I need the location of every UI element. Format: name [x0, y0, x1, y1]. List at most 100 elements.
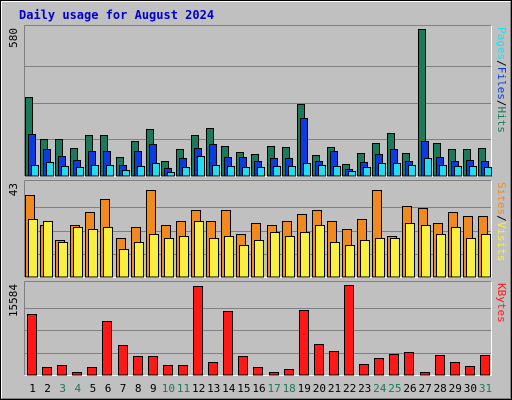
bar-pages-day-18	[288, 166, 296, 177]
panel-background	[24, 281, 492, 376]
bar-pages-day-12	[197, 156, 205, 177]
bar-kbytes-day-28	[435, 355, 445, 376]
bar-pages-day-5	[91, 165, 99, 177]
day-label: 21	[328, 382, 341, 395]
bar-kbytes-day-29	[450, 362, 460, 376]
bar-pages-day-11	[182, 167, 190, 177]
bar-pages-day-29	[454, 166, 462, 177]
side-legend-part: /	[495, 100, 508, 107]
bar-sites-day-25	[390, 238, 400, 278]
side-legend-part: Sites	[495, 182, 508, 215]
bar-sites-day-30	[466, 238, 476, 278]
bar-pages-day-21	[333, 166, 341, 177]
bar-pages-day-26	[408, 165, 416, 177]
day-label: 22	[343, 382, 356, 395]
day-label: 19	[298, 382, 311, 395]
day-label: 5	[90, 382, 97, 395]
day-label: 10	[162, 382, 175, 395]
bar-pages-day-27	[424, 158, 432, 177]
panel-kbytes: 15584 KBytes	[7, 281, 508, 376]
bar-pages-day-2	[46, 162, 54, 177]
bar-sites-day-9	[149, 234, 159, 278]
bar-sites-day-23	[360, 240, 370, 278]
bar-kbytes-day-22	[344, 285, 354, 376]
day-label: 20	[313, 382, 326, 395]
bar-pages-day-8	[137, 166, 145, 177]
bar-sites-day-21	[330, 242, 340, 278]
side-legend-part: Files	[495, 67, 508, 100]
bar-pages-day-3	[61, 166, 69, 177]
bar-sites-day-13	[209, 238, 219, 278]
bar-pages-day-28	[439, 165, 447, 177]
day-label: 16	[252, 382, 265, 395]
day-label: 15	[237, 382, 250, 395]
bar-pages-day-25	[393, 163, 401, 177]
bar-kbytes-day-9	[148, 356, 158, 376]
bar-sites-day-4	[73, 227, 83, 278]
side-legend-part: /	[495, 215, 508, 222]
side-legend-part: Hits	[495, 107, 508, 134]
day-label: 27	[418, 382, 431, 395]
day-label: 8	[135, 382, 142, 395]
bar-pages-day-30	[469, 166, 477, 177]
side-legend-part: Pages	[495, 27, 508, 60]
bar-kbytes-day-14	[223, 311, 233, 376]
bar-kbytes-day-30	[465, 366, 475, 376]
bar-pages-day-1	[31, 165, 39, 177]
bar-sites-day-8	[134, 242, 144, 278]
bar-kbytes-day-21	[329, 351, 339, 376]
bar-sites-day-31	[481, 234, 491, 278]
day-label: 13	[207, 382, 220, 395]
bar-kbytes-day-6	[102, 321, 112, 376]
bar-sites-day-28	[436, 234, 446, 278]
day-label: 30	[464, 382, 477, 395]
bar-kbytes-day-18	[284, 369, 294, 376]
side-legend-part: /	[495, 60, 508, 67]
bar-kbytes-day-2	[42, 367, 52, 376]
day-label: 12	[192, 382, 205, 395]
side-legend-part: Visits	[495, 222, 508, 262]
axis-max-label: 43	[7, 183, 20, 196]
bar-sites-day-16	[254, 240, 264, 278]
bar-kbytes-day-11	[178, 365, 188, 376]
bar-sites-day-24	[375, 238, 385, 278]
bar-sites-day-29	[451, 227, 461, 278]
bar-pages-day-17	[273, 166, 281, 177]
panel-pages-files-hits: 580 Pages/Files/Hits	[7, 25, 508, 177]
bar-kbytes-day-24	[374, 358, 384, 376]
day-label: 2	[44, 382, 51, 395]
bar-pages-day-10	[167, 172, 175, 177]
bar-sites-day-1	[28, 219, 38, 278]
bar-sites-day-17	[270, 232, 280, 278]
day-label: 26	[403, 382, 416, 395]
chart-title: Daily usage for August 2024	[19, 8, 214, 22]
bar-kbytes-day-10	[163, 365, 173, 376]
day-label: 7	[120, 382, 127, 395]
bar-kbytes-day-8	[133, 356, 143, 376]
day-label: 29	[449, 382, 462, 395]
day-label: 17	[267, 382, 280, 395]
bar-sites-day-12	[194, 221, 204, 278]
day-labels: 1 2 3 4 5 6 7 8 9 10 11 12 13 14 15 16 17 18 19 20 21 22 23 24 2…	[29, 382, 492, 395]
bar-kbytes-day-4	[72, 372, 82, 376]
bar-pages-day-19	[303, 163, 311, 177]
bar-sites-day-22	[345, 245, 355, 278]
day-label: 9	[150, 382, 157, 395]
bar-sites-day-6	[103, 227, 113, 278]
bar-kbytes-day-17	[269, 372, 279, 376]
panel-sites-visits: 43 Sites/Visits	[7, 180, 508, 278]
bar-kbytes-day-31	[480, 355, 490, 376]
day-label: 4	[74, 382, 81, 395]
bar-kbytes-day-27	[420, 372, 430, 376]
bar-sites-day-2	[43, 221, 53, 278]
bar-sites-day-10	[164, 238, 174, 278]
bar-pages-day-4	[76, 167, 84, 177]
day-label: 11	[177, 382, 190, 395]
bar-kbytes-day-19	[299, 310, 309, 376]
bar-sites-day-11	[179, 236, 189, 278]
bar-kbytes-day-12	[193, 286, 203, 376]
bar-pages-day-16	[257, 167, 265, 177]
bar-pages-day-13	[212, 165, 220, 177]
day-label: 14	[222, 382, 236, 395]
